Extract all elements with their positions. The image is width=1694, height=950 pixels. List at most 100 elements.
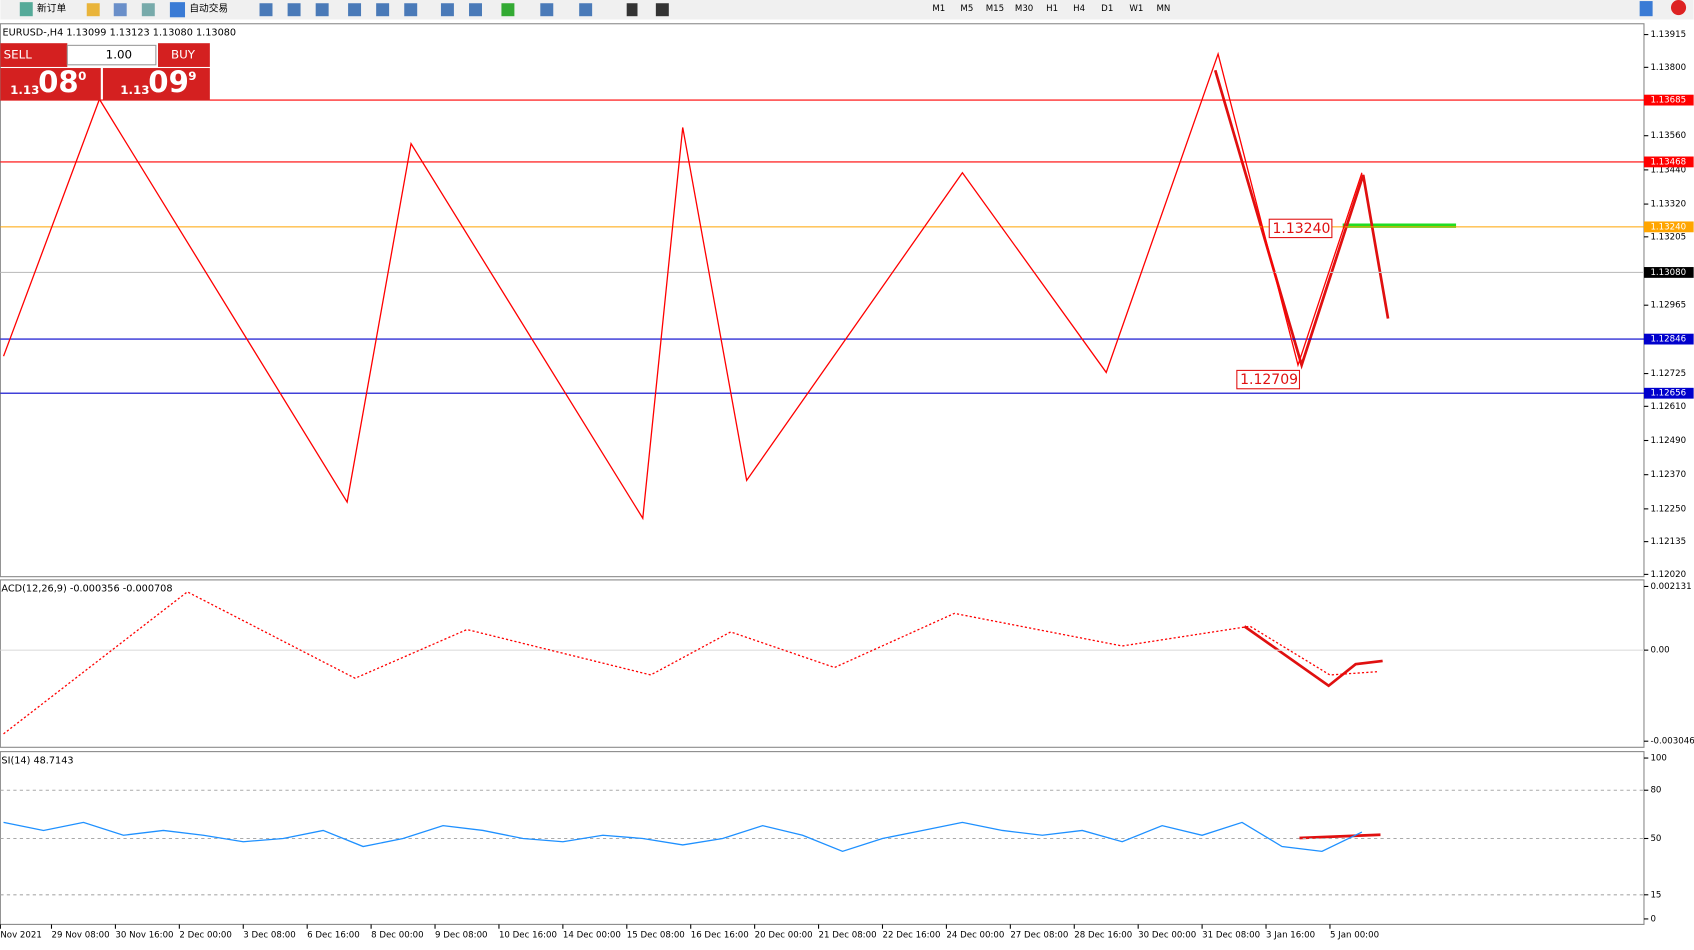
x-tick-label: 22 Dec 16:00 bbox=[882, 931, 940, 941]
bid-box[interactable] bbox=[0, 68, 101, 101]
bid-big-figure: 1.13 bbox=[10, 83, 39, 97]
toolbar-icon[interactable] bbox=[141, 3, 155, 17]
main-panel bbox=[0, 23, 1645, 578]
y-tick-label: 0.00 bbox=[1650, 646, 1669, 656]
timeframe-button[interactable]: M5 bbox=[960, 4, 973, 14]
timeframe-button[interactable]: W1 bbox=[1129, 4, 1143, 14]
x-tick-label: 30 Nov 16:00 bbox=[115, 931, 173, 941]
x-tick-label: 3 Jan 16:00 bbox=[1266, 931, 1315, 941]
new-order-icon[interactable] bbox=[19, 2, 33, 17]
price-level-label: 1.13240 bbox=[1650, 222, 1686, 232]
toolbar-icons bbox=[259, 3, 669, 17]
new-order-button[interactable]: 新订单 bbox=[37, 2, 66, 15]
price-level-tag bbox=[1643, 267, 1694, 278]
x-tick-label: 21 Dec 08:00 bbox=[819, 931, 877, 941]
price-level-label: 1.13685 bbox=[1650, 96, 1686, 106]
toolbar-icon[interactable] bbox=[259, 3, 273, 17]
trade-panel: SELL 1.00 BUY 1.13 08 0 1.13 09 9 bbox=[0, 43, 210, 101]
macd-panel bbox=[0, 579, 1645, 748]
toolbar-icon[interactable] bbox=[540, 3, 554, 17]
price-annotation: 1.12709 bbox=[1240, 372, 1298, 388]
sell-button[interactable] bbox=[0, 43, 68, 67]
toolbar-icon[interactable] bbox=[287, 3, 301, 17]
toolbar-icon[interactable] bbox=[579, 3, 593, 17]
volume-value: 1.00 bbox=[106, 48, 132, 62]
x-tick-label: 2 Dec 00:00 bbox=[179, 931, 232, 941]
ask-point: 9 bbox=[188, 69, 196, 83]
x-tick-label: 28 Dec 16:00 bbox=[1074, 931, 1132, 941]
price-level-label: 1.12846 bbox=[1650, 335, 1686, 345]
x-tick-label: 10 Dec 16:00 bbox=[499, 931, 557, 941]
price-level-tag bbox=[1643, 333, 1694, 345]
toolbar-icon[interactable] bbox=[655, 3, 669, 17]
ask-pips: 09 bbox=[148, 65, 189, 99]
notification-icon[interactable] bbox=[1670, 0, 1687, 16]
toolbar-icon[interactable] bbox=[469, 3, 482, 17]
toolbar-icon[interactable] bbox=[501, 3, 515, 17]
price-level-tag bbox=[1643, 94, 1694, 106]
bid-point: 0 bbox=[78, 69, 86, 83]
timeframe-button[interactable]: H4 bbox=[1073, 4, 1085, 14]
price-level-tag bbox=[1643, 387, 1694, 399]
x-tick-label: 29 Nov 08:00 bbox=[51, 931, 109, 941]
sell-label: SELL bbox=[4, 48, 33, 62]
x-tick-label: 27 Dec 08:00 bbox=[1010, 931, 1068, 941]
price-arrow bbox=[1213, 69, 1390, 370]
price-level-tag bbox=[1643, 221, 1694, 233]
zigzag-line bbox=[2, 51, 1363, 521]
y-tick-label: 1.12135 bbox=[1650, 537, 1686, 547]
x-tick-label: 15 Dec 08:00 bbox=[627, 931, 685, 941]
y-tick-label: 1.12965 bbox=[1650, 301, 1686, 311]
y-tick-label: 1.12490 bbox=[1650, 436, 1686, 446]
toolbar-icon[interactable] bbox=[315, 3, 329, 17]
x-tick-label: 30 Dec 00:00 bbox=[1138, 931, 1196, 941]
volume-input[interactable] bbox=[66, 44, 157, 66]
price-level-label: 1.13080 bbox=[1650, 268, 1686, 278]
search-icon[interactable] bbox=[1639, 1, 1653, 17]
toolbar-icon[interactable] bbox=[404, 3, 418, 17]
x-tick-label: 24 Dec 00:00 bbox=[946, 931, 1004, 941]
y-tick-label: 15 bbox=[1650, 890, 1661, 900]
y-tick-label: -0.003046 bbox=[1650, 737, 1694, 747]
y-tick-label: 1.13440 bbox=[1650, 165, 1686, 175]
y-tick-label: 0 bbox=[1650, 914, 1656, 924]
y-tick-label: 100 bbox=[1650, 754, 1666, 764]
y-tick-label: 1.12020 bbox=[1650, 570, 1686, 580]
auto-trading-button[interactable]: 自动交易 bbox=[189, 2, 228, 15]
auto-trading-icon[interactable] bbox=[169, 2, 186, 18]
price-level-label: 1.13468 bbox=[1650, 157, 1686, 167]
ask-box[interactable] bbox=[102, 68, 210, 101]
x-tick-label: 14 Dec 00:00 bbox=[563, 931, 621, 941]
y-tick-label: 50 bbox=[1650, 834, 1661, 844]
toolbar-icon[interactable] bbox=[113, 3, 127, 17]
timeframe-button[interactable]: H1 bbox=[1046, 4, 1058, 14]
toolbar-icon[interactable] bbox=[348, 3, 362, 17]
x-tick-label: Nov 2021 bbox=[0, 931, 42, 941]
timeframe-button[interactable]: D1 bbox=[1101, 4, 1113, 14]
x-tick-label: 20 Dec 00:00 bbox=[755, 931, 813, 941]
price-annotation-box bbox=[1268, 218, 1333, 239]
timeframe-button[interactable]: MN bbox=[1156, 4, 1170, 14]
rsi-label: SI(14) 48.7143 bbox=[1, 755, 73, 766]
rsi-line bbox=[3, 821, 1363, 853]
buy-button[interactable] bbox=[158, 43, 210, 67]
x-tick-label: 8 Dec 00:00 bbox=[371, 931, 424, 941]
x-tick-label: 3 Dec 08:00 bbox=[243, 931, 296, 941]
price-level-label: 1.12656 bbox=[1650, 389, 1686, 399]
y-tick-label: 1.12610 bbox=[1650, 402, 1686, 412]
macd-arrow bbox=[1243, 625, 1383, 688]
x-tick-label: 16 Dec 16:00 bbox=[691, 931, 749, 941]
toolbar-icon[interactable] bbox=[86, 3, 100, 17]
timeframe-button[interactable]: M1 bbox=[932, 4, 945, 14]
toolbar-icon[interactable] bbox=[440, 3, 454, 17]
y-tick-label: 1.13560 bbox=[1650, 131, 1686, 141]
toolbar-icon[interactable] bbox=[376, 3, 390, 17]
bid-pips: 08 bbox=[38, 65, 79, 99]
price-annotation-box bbox=[1236, 369, 1301, 390]
timeframe-button[interactable]: M30 bbox=[1015, 4, 1033, 14]
timeframe-button[interactable]: M15 bbox=[986, 4, 1004, 14]
toolbar-icon[interactable] bbox=[626, 3, 638, 17]
y-tick-label: 1.12725 bbox=[1650, 369, 1686, 379]
x-tick-label: 5 Jan 00:00 bbox=[1330, 931, 1379, 941]
